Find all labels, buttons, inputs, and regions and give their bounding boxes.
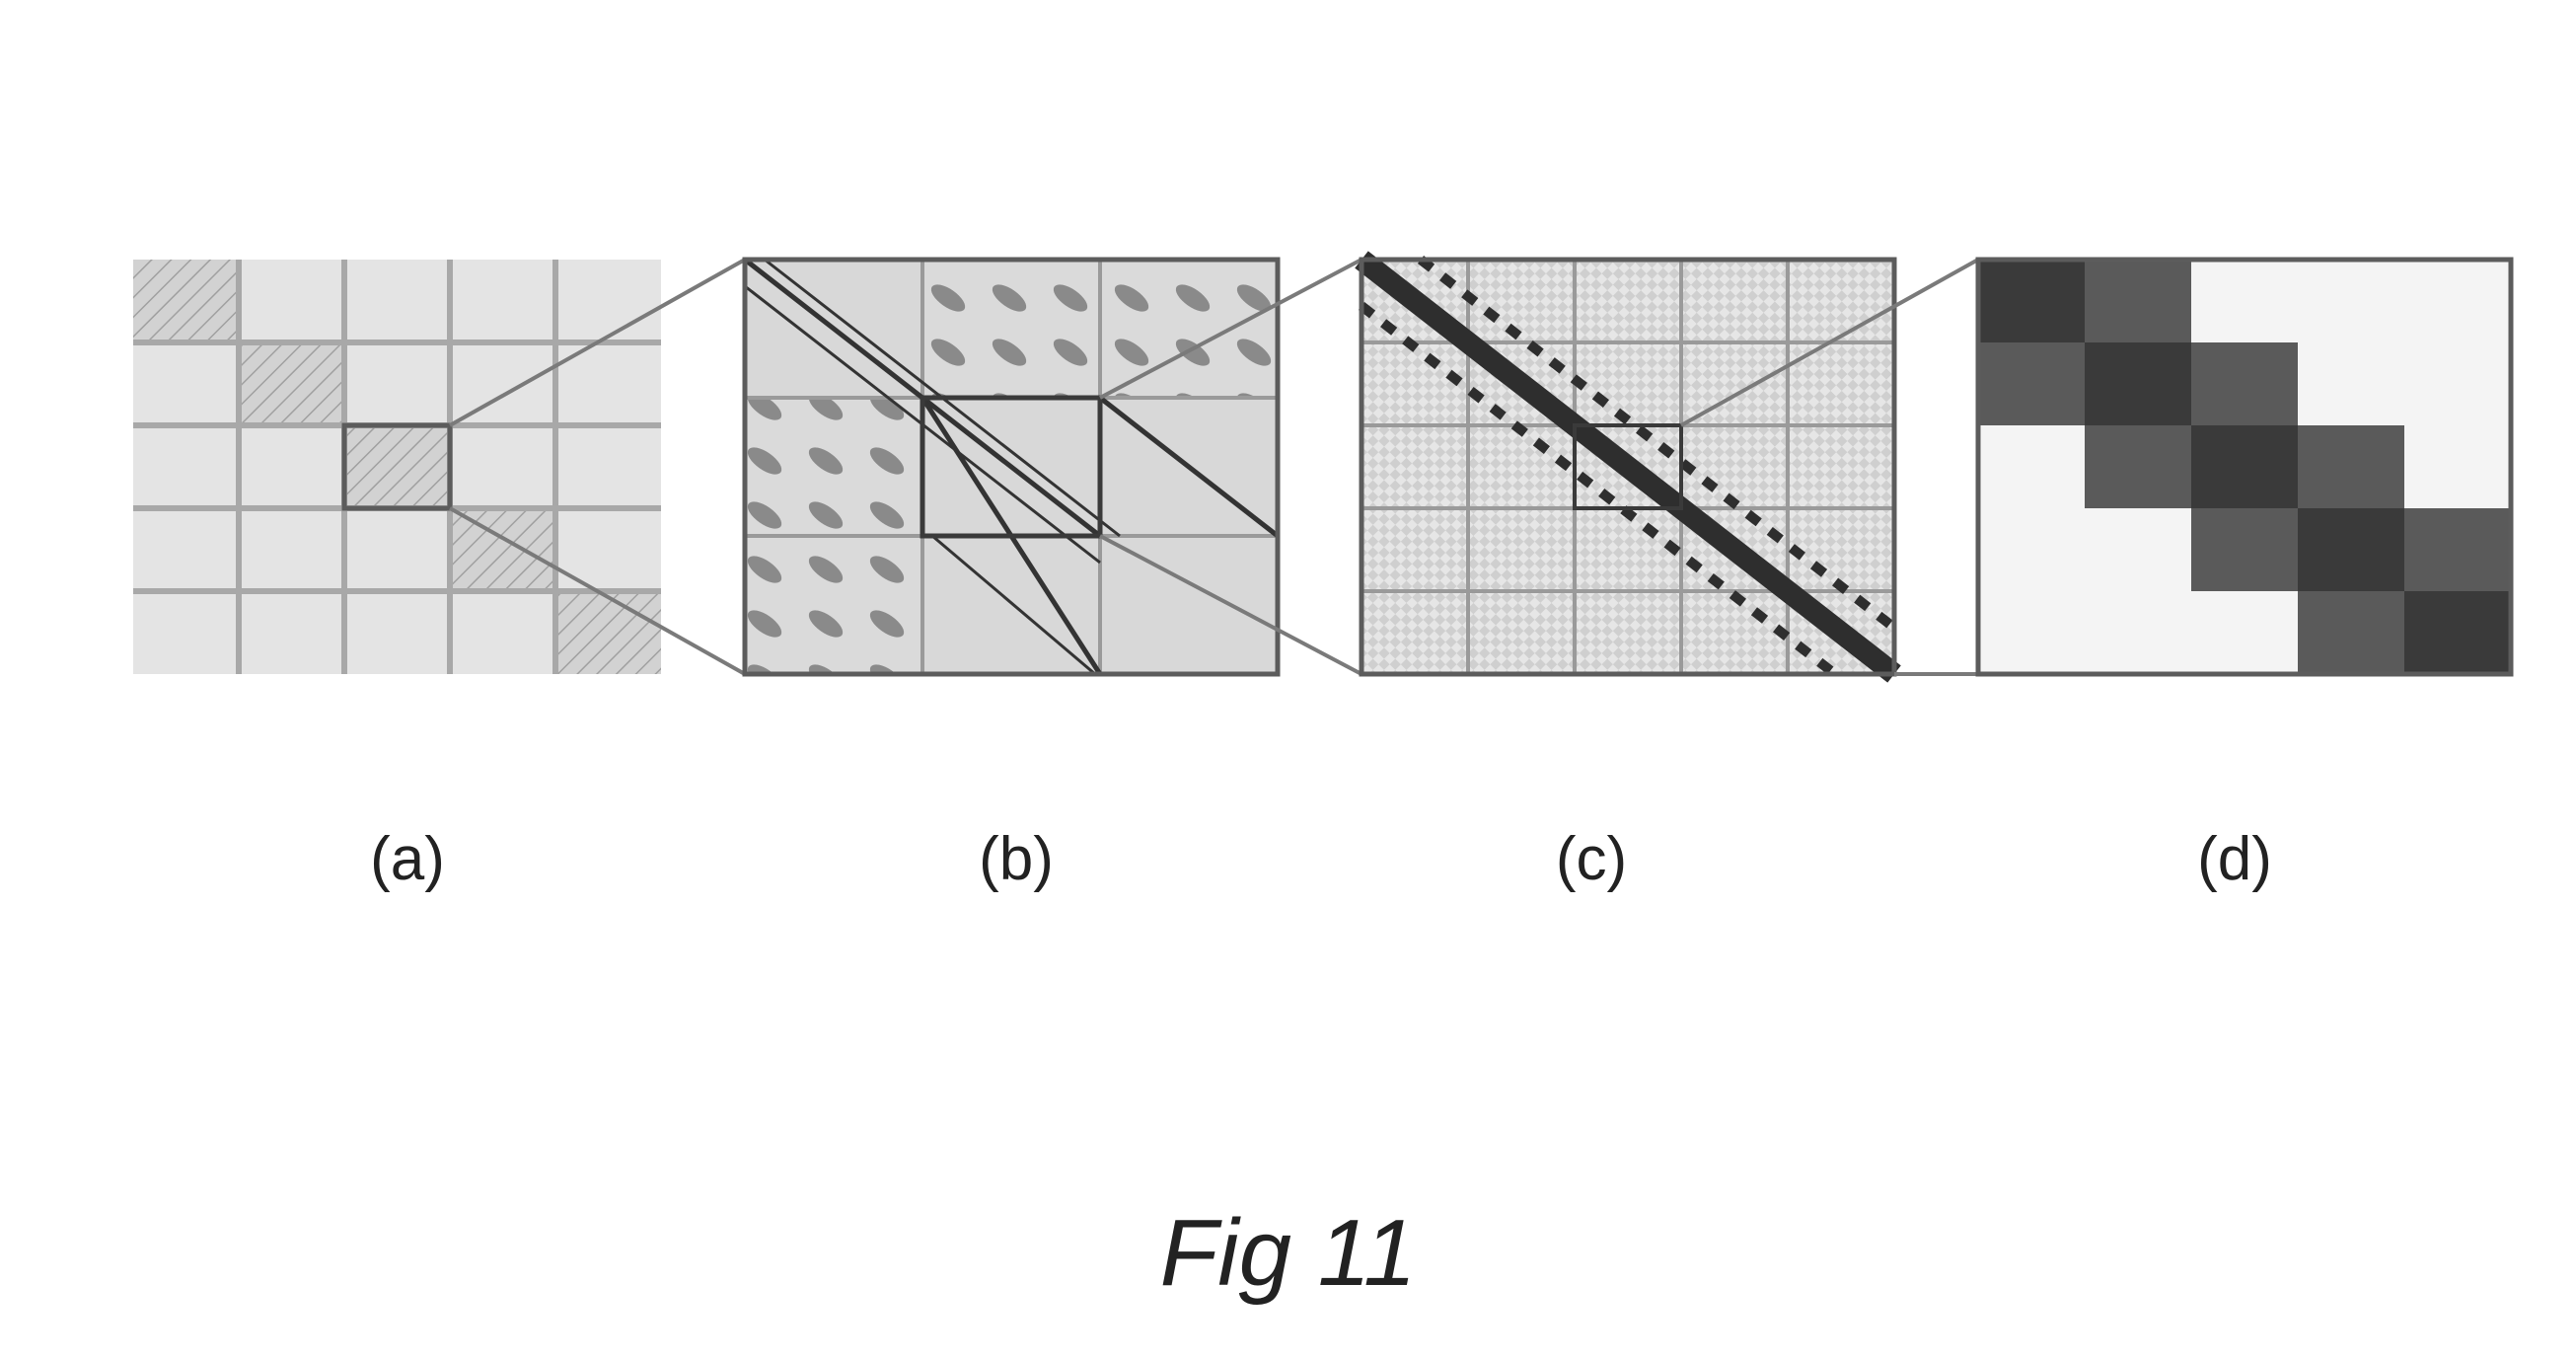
panel-a-matrix <box>133 260 661 674</box>
panel-a-label: (a) <box>309 824 506 894</box>
figure-caption: Fig 11 <box>0 1199 2576 1308</box>
panel-b-label: (b) <box>918 824 1115 894</box>
panel-c-label: (c) <box>1493 824 1690 894</box>
panel-b-matrix <box>745 260 1278 674</box>
panel-c-matrix <box>1362 260 1894 674</box>
panel-d-matrix <box>1978 260 2511 674</box>
panel-d-label: (d) <box>2136 824 2333 894</box>
